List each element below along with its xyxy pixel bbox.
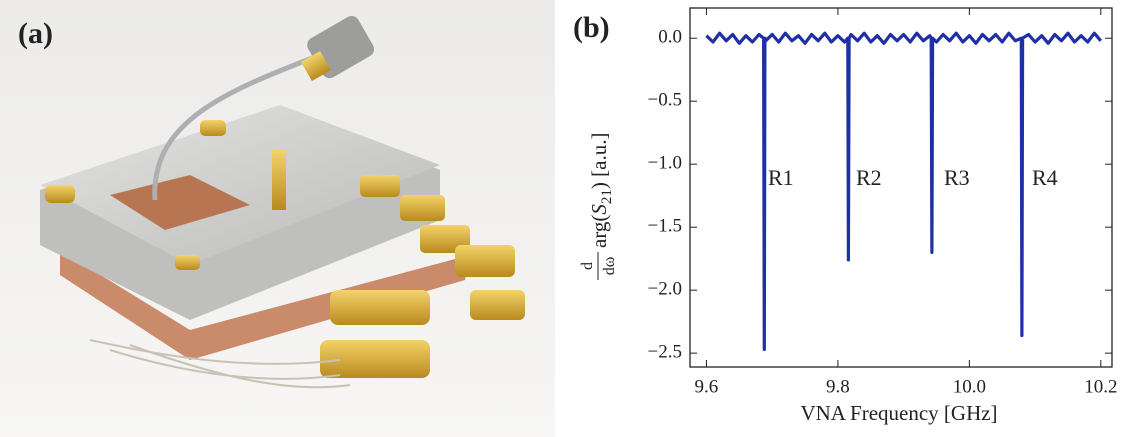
annotation: R3 — [944, 165, 970, 190]
y-tick-label: −2.5 — [648, 342, 682, 363]
photo — [0, 0, 555, 437]
panel-label: (b) — [573, 11, 610, 44]
y-tick-label: −1.5 — [648, 216, 682, 237]
annotation: R1 — [768, 165, 794, 190]
x-tick-label: 10.2 — [1084, 376, 1117, 397]
y-axis-label: d dω arg(S21) [a.u.] — [579, 133, 618, 281]
annotation: R2 — [856, 165, 882, 190]
y-label-text: arg(S21) [a.u.] — [587, 133, 615, 249]
annotation: R4 — [1032, 165, 1058, 190]
y-tick-label: −1.0 — [648, 153, 682, 174]
data-line — [706, 33, 1100, 349]
y-tick-label: 0.0 — [658, 27, 682, 48]
panel-label: (a) — [18, 17, 53, 50]
x-tick-label: 9.8 — [826, 376, 850, 397]
y-label-num: d — [579, 262, 596, 270]
y-tick-label: −0.5 — [648, 90, 682, 111]
figure: (a) (b) VNA Frequency [GHz] d dω arg(S21… — [0, 0, 1129, 437]
x-tick-label: 10.0 — [953, 376, 986, 397]
y-label-den: dω — [601, 257, 618, 276]
x-axis-label: VNA Frequency [GHz] — [800, 401, 997, 425]
y-tick-label: −2.0 — [648, 279, 682, 300]
x-tick-label: 9.6 — [695, 376, 719, 397]
